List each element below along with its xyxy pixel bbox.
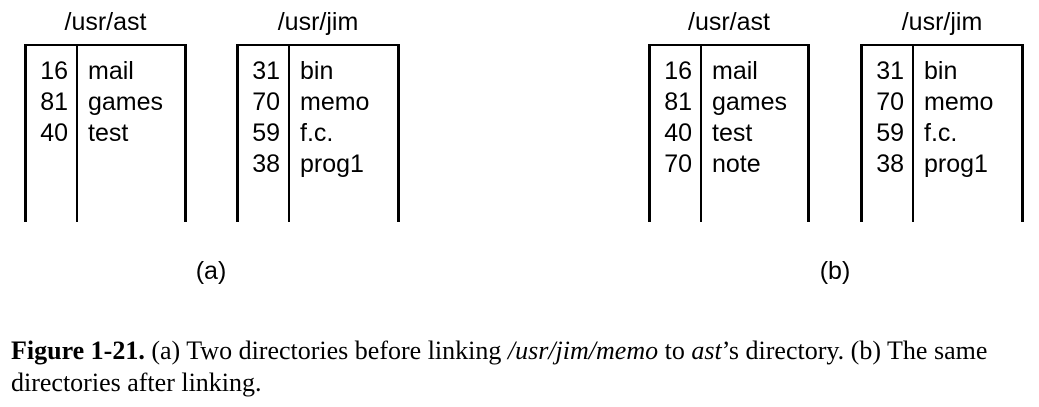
- directory-frame: [236, 44, 400, 222]
- caption-text: ’s directory. (b) The same directories a…: [11, 336, 988, 397]
- caption-user: ast: [691, 336, 722, 365]
- inode-number: 81: [40, 88, 68, 116]
- figure-label: Figure 1-21.: [11, 336, 145, 365]
- inode-number: 16: [40, 57, 68, 85]
- column-divider: [288, 44, 290, 222]
- directory-usr-jim-a: /usr/jim 31 bin 70 memo 59 f.c. 38 prog1: [236, 8, 400, 222]
- inode-number: 31: [876, 57, 904, 85]
- directory-title: /usr/jim: [901, 8, 983, 36]
- directory-frame: [24, 44, 187, 222]
- inode-number: 38: [876, 150, 904, 178]
- directory-entry: 59 f.c.: [860, 118, 1024, 149]
- directory-usr-ast-b: /usr/ast 16 mail 81 games 40 test 70 not…: [648, 8, 810, 222]
- caption-text: to: [658, 336, 692, 365]
- directory-title: /usr/jim: [277, 8, 359, 36]
- column-divider: [76, 44, 78, 222]
- column-divider: [700, 44, 702, 222]
- panel-label-b: (b): [819, 257, 851, 285]
- panel-label-a: (a): [195, 257, 227, 285]
- directory-entry: 31 bin: [860, 56, 1024, 87]
- file-name: memo: [300, 88, 370, 116]
- file-name: test: [712, 119, 753, 147]
- directory-entry: 40 test: [648, 118, 810, 149]
- directory-entry: 16 mail: [24, 56, 187, 87]
- file-name: note: [712, 150, 761, 178]
- directory-entry: 70 note: [648, 149, 810, 180]
- directory-entry: 31 bin: [236, 56, 400, 87]
- inode-number: 70: [876, 88, 904, 116]
- directory-entry: 38 prog1: [236, 149, 400, 180]
- caption-text: (a) Two directories before linking: [144, 336, 508, 365]
- column-divider: [912, 44, 914, 222]
- file-name: prog1: [924, 150, 988, 178]
- figure-caption: Figure 1-21. (a) Two directories before …: [11, 335, 1031, 399]
- inode-number: 81: [664, 88, 692, 116]
- file-name: f.c.: [924, 119, 958, 147]
- directory-title: /usr/ast: [688, 8, 770, 36]
- file-name: test: [88, 119, 129, 147]
- inode-number: 40: [40, 119, 68, 147]
- directory-entry: 70 memo: [860, 87, 1024, 118]
- file-name: f.c.: [300, 119, 334, 147]
- file-name: memo: [924, 88, 994, 116]
- directory-entry: 16 mail: [648, 56, 810, 87]
- directory-entry: 70 memo: [236, 87, 400, 118]
- file-name: games: [712, 88, 788, 116]
- directory-entry: 81 games: [648, 87, 810, 118]
- directory-usr-ast-a: /usr/ast 16 mail 81 games 40 test: [24, 8, 187, 222]
- directory-entry: 40 test: [24, 118, 187, 149]
- directory-frame: [648, 44, 810, 222]
- directory-usr-jim-b: /usr/jim 31 bin 70 memo 59 f.c. 38 prog1: [860, 8, 1024, 222]
- file-name: bin: [300, 57, 334, 85]
- inode-number: 59: [876, 119, 904, 147]
- caption-path: /usr/jim/memo: [507, 336, 659, 365]
- file-name: mail: [712, 57, 758, 85]
- inode-number: 70: [664, 150, 692, 178]
- file-name: prog1: [300, 150, 364, 178]
- inode-number: 70: [252, 88, 280, 116]
- directory-entry: 38 prog1: [860, 149, 1024, 180]
- file-name: games: [88, 88, 164, 116]
- file-name: bin: [924, 57, 958, 85]
- inode-number: 16: [664, 57, 692, 85]
- inode-number: 59: [252, 119, 280, 147]
- directory-title: /usr/ast: [64, 8, 147, 36]
- file-name: mail: [88, 57, 134, 85]
- inode-number: 38: [252, 150, 280, 178]
- directory-frame: [860, 44, 1024, 222]
- inode-number: 40: [664, 119, 692, 147]
- inode-number: 31: [252, 57, 280, 85]
- directory-entry: 81 games: [24, 87, 187, 118]
- directory-entry: 59 f.c.: [236, 118, 400, 149]
